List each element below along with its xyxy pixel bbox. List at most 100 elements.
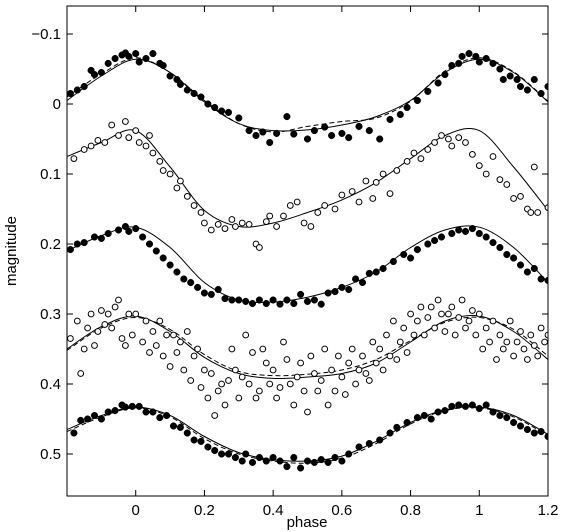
data-point: [232, 223, 239, 230]
data-point: [307, 223, 315, 230]
data-point: [173, 184, 181, 192]
data-point: [200, 289, 208, 297]
data-point: [197, 93, 205, 101]
data-point: [469, 151, 476, 158]
data-point: [248, 458, 257, 466]
data-point: [255, 296, 263, 304]
data-point: [290, 401, 298, 409]
data-point: [283, 463, 291, 471]
data-point: [276, 457, 284, 465]
data-point: [352, 380, 360, 388]
data-point: [414, 317, 421, 325]
data-point: [407, 310, 415, 318]
data-point: [455, 401, 463, 409]
data-point: [256, 387, 263, 395]
data-point: [235, 114, 243, 122]
data-point: [434, 79, 442, 87]
data-point: [238, 457, 246, 465]
data-point: [413, 96, 421, 105]
data-point: [214, 221, 222, 228]
data-point: [262, 299, 270, 308]
data-point: [348, 188, 356, 195]
data-point: [125, 52, 133, 60]
data-point: [386, 190, 394, 198]
data-point: [77, 416, 85, 424]
data-point: [468, 401, 476, 409]
x-tick-label: 0: [132, 502, 140, 519]
data-point: [80, 146, 88, 153]
data-point: [482, 54, 490, 63]
data-point: [524, 356, 531, 363]
x-tick-label: 1: [475, 502, 483, 519]
data-point: [465, 317, 473, 325]
data-point: [458, 52, 466, 60]
data-point: [345, 285, 353, 294]
data-point: [530, 342, 538, 349]
fit-curves: [67, 57, 548, 464]
data-point: [290, 130, 298, 138]
data-point: [218, 450, 226, 458]
data-point: [331, 205, 339, 213]
data-point: [190, 352, 198, 360]
y-tick-label: 0.2: [40, 236, 61, 253]
data-point: [156, 414, 164, 422]
data-point: [221, 295, 229, 303]
data-point: [441, 328, 449, 335]
data-point: [317, 300, 325, 308]
data-point: [170, 331, 177, 339]
data-point: [475, 162, 483, 170]
data-point: [393, 356, 401, 363]
data-point: [90, 233, 99, 241]
data-point: [503, 338, 511, 346]
data-point: [183, 86, 191, 94]
data-point: [427, 415, 435, 423]
data-point: [125, 310, 133, 318]
data-point: [486, 338, 494, 346]
data-point: [259, 128, 267, 136]
data-point: [180, 366, 188, 374]
data-point: [252, 131, 260, 140]
data-point: [379, 264, 387, 273]
data-point: [496, 411, 504, 420]
data-point: [132, 310, 140, 318]
y-tick-label: 0.1: [40, 166, 61, 183]
data-point: [369, 338, 377, 346]
data-point: [238, 373, 246, 381]
data-point: [448, 229, 456, 238]
data-point: [451, 331, 459, 339]
fit-dashed-3: [67, 316, 548, 377]
data-point: [70, 155, 78, 163]
data-point: [310, 296, 318, 304]
data-point: [197, 437, 205, 445]
data-point: [516, 422, 525, 430]
data-point: [122, 118, 129, 125]
data-point: [80, 82, 88, 91]
data-point: [94, 328, 102, 335]
data-point: [67, 335, 74, 342]
data-point: [403, 418, 411, 427]
data-point: [390, 317, 397, 325]
data-point: [293, 198, 301, 206]
data-point: [537, 89, 545, 98]
data-point: [475, 404, 483, 413]
data-point: [469, 307, 476, 314]
data-point: [269, 296, 277, 304]
data-point: [104, 310, 112, 318]
data-point: [403, 103, 411, 112]
data-point: [204, 394, 212, 402]
data-point: [506, 317, 514, 325]
y-tick-label: 0.5: [40, 446, 61, 463]
data-point: [496, 176, 504, 184]
data-point: [523, 268, 531, 276]
data-point: [365, 377, 373, 384]
data-point: [269, 366, 277, 374]
data-point: [104, 59, 112, 67]
data-point: [121, 403, 129, 411]
data-point: [159, 352, 167, 360]
data-point: [510, 195, 517, 202]
data-point: [338, 457, 346, 465]
data-point: [242, 331, 250, 339]
x-tick-label: 1.2: [538, 502, 559, 519]
data-point: [97, 234, 105, 242]
data-point: [283, 296, 291, 304]
